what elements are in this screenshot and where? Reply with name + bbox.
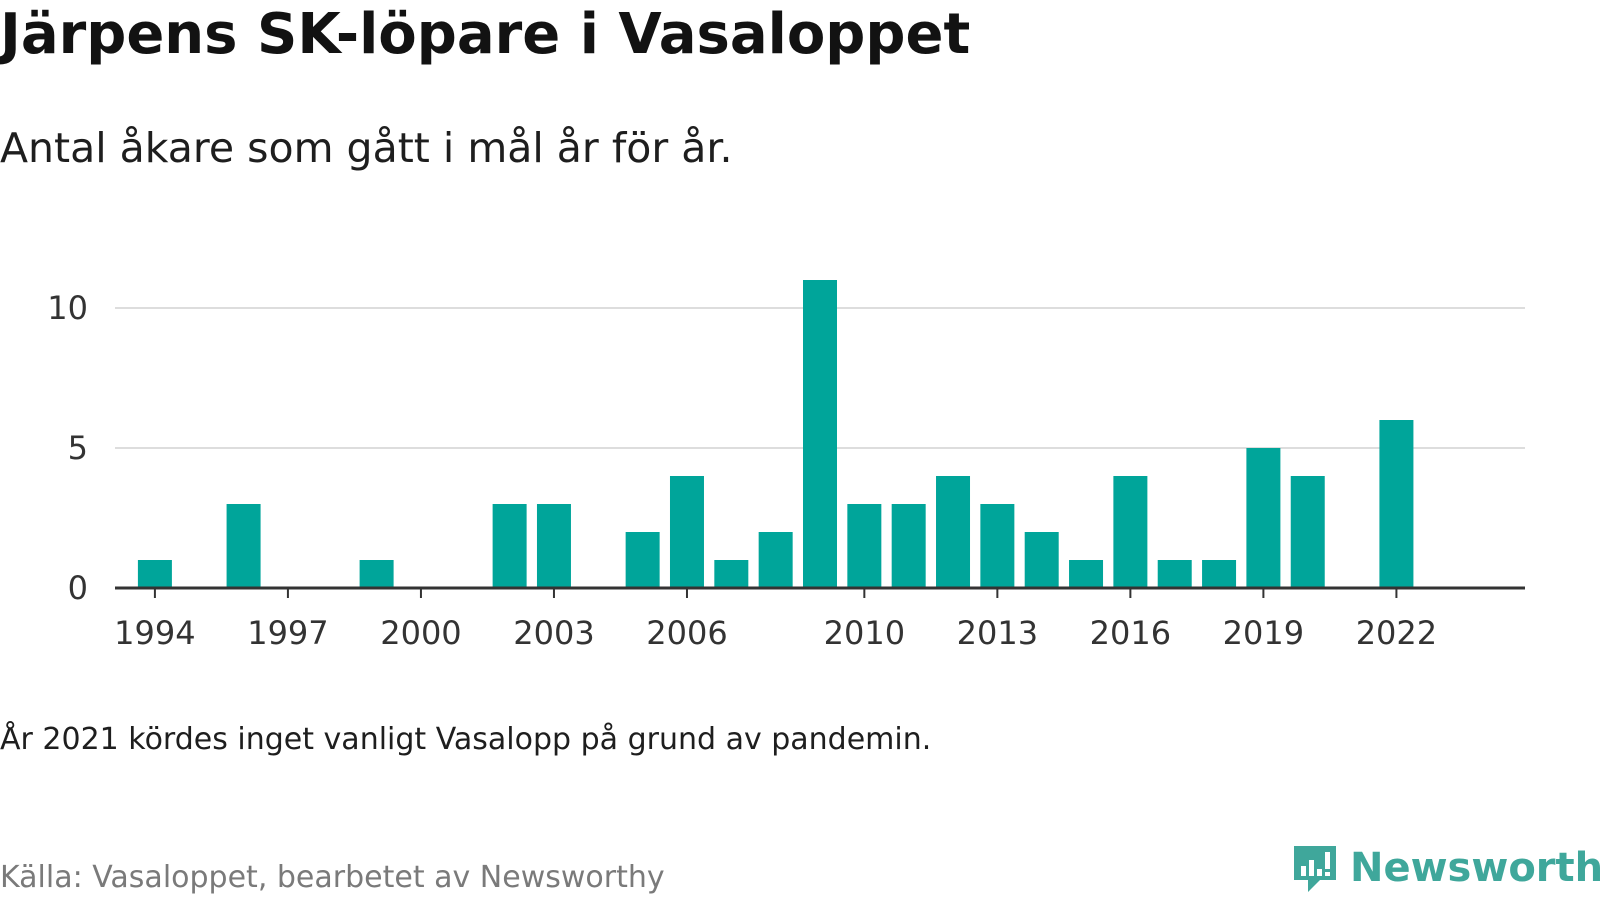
x-axis-labels: 1994 1997 2000 2003 2006 2010 2013 2016 2019 2022 xyxy=(114,614,1437,652)
source-text: Källa: Vasaloppet, bearbetet av Newswort… xyxy=(0,860,665,895)
bars xyxy=(137,280,1414,588)
logo-text: Newsworthy xyxy=(1350,845,1600,891)
x-tick-label: 2003 xyxy=(513,614,594,652)
y-axis-labels: 0 5 10 xyxy=(47,289,88,607)
x-tick-label: 2016 xyxy=(1090,614,1171,652)
y-tick-label: 10 xyxy=(47,289,88,327)
x-tick-label: 2019 xyxy=(1223,614,1304,652)
bar-2007 xyxy=(714,560,749,588)
x-tick-label: 2022 xyxy=(1356,614,1437,652)
x-tick-label: 2010 xyxy=(824,614,905,652)
bar-2009 xyxy=(803,280,837,588)
x-tick-label: 2006 xyxy=(646,614,727,652)
bar-2018 xyxy=(1202,560,1237,588)
newsworthy-logo: Newsworthy xyxy=(1290,842,1600,894)
bar-2008 xyxy=(758,532,793,588)
x-tick-label: 2000 xyxy=(380,614,461,652)
bar-2015 xyxy=(1069,560,1104,588)
chart-title: Järpens SK-löpare i Vasaloppet xyxy=(0,2,971,67)
x-tick-label: 1997 xyxy=(247,614,328,652)
bar-2010 xyxy=(847,504,882,588)
y-tick-label: 5 xyxy=(68,429,88,467)
bar-2012 xyxy=(936,476,971,588)
x-axis xyxy=(115,586,1525,598)
bar-2013 xyxy=(980,504,1015,588)
bar-1999 xyxy=(359,560,394,588)
x-tick-label: 1994 xyxy=(114,614,195,652)
bar-1996 xyxy=(226,504,261,588)
bar-2006 xyxy=(669,476,704,588)
bar-2011 xyxy=(891,504,926,588)
bar-2002 xyxy=(492,504,527,588)
newsworthy-logo-icon xyxy=(1294,846,1336,892)
y-tick-label: 0 xyxy=(68,569,88,607)
bar-2017 xyxy=(1157,560,1192,588)
bar-1994 xyxy=(137,560,172,588)
bar-2016 xyxy=(1113,476,1148,588)
chart-subtitle: Antal åkare som gått i mål år för år. xyxy=(0,124,733,172)
footnote: År 2021 kördes inget vanligt Vasalopp på… xyxy=(0,722,932,757)
bar-2005 xyxy=(625,532,660,588)
bar-2003 xyxy=(536,504,571,588)
bar-chart: 0 5 10 1994 1997 2000 2003 2006 2010 2013 2016 201… xyxy=(47,280,1525,652)
bar-2014 xyxy=(1024,532,1059,588)
bar-2019 xyxy=(1246,448,1281,588)
bar-2022 xyxy=(1379,420,1414,588)
x-tick-label: 2013 xyxy=(957,614,1038,652)
bar-2020 xyxy=(1290,476,1325,588)
